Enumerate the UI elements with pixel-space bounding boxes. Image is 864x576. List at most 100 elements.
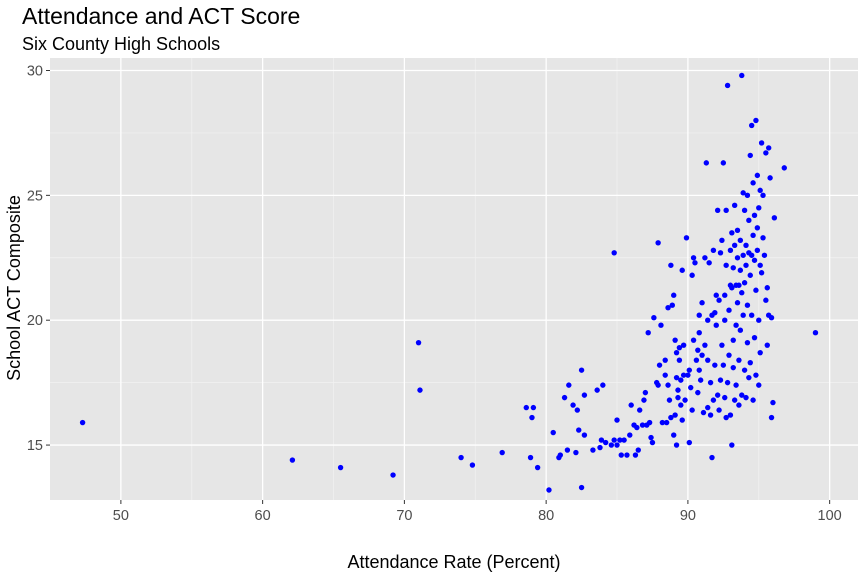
data-point — [415, 339, 422, 346]
data-point — [564, 447, 571, 453]
data-point — [689, 272, 695, 278]
data-point — [690, 255, 697, 261]
data-point — [600, 382, 606, 388]
y-tick-label: 25 — [27, 188, 43, 204]
data-point — [672, 337, 678, 343]
chart-title: Attendance and ACT Score — [22, 3, 300, 29]
data-point — [744, 192, 751, 199]
data-point — [700, 409, 707, 416]
data-point — [731, 202, 738, 209]
data-point — [458, 454, 464, 461]
data-point — [668, 414, 674, 421]
data-point — [651, 315, 657, 321]
data-point — [598, 437, 605, 443]
data-point — [696, 329, 702, 336]
chart-subtitle: Six County High Schools — [22, 34, 220, 54]
data-point — [686, 367, 693, 373]
data-point — [602, 439, 609, 446]
data-point — [614, 442, 620, 448]
data-point — [756, 205, 762, 211]
data-point — [751, 334, 758, 341]
data-point — [716, 297, 722, 303]
data-point — [717, 377, 724, 383]
data-point — [635, 447, 641, 453]
data-point — [712, 310, 718, 316]
data-point — [756, 382, 762, 388]
data-point — [753, 117, 759, 124]
data-point — [570, 402, 576, 408]
data-point — [707, 379, 714, 386]
data-points — [79, 72, 819, 493]
data-point — [665, 305, 671, 311]
data-point — [680, 372, 687, 378]
data-point — [706, 260, 712, 266]
data-point — [683, 235, 690, 241]
data-point — [729, 230, 735, 236]
data-point — [768, 315, 775, 321]
data-point — [714, 392, 721, 398]
data-point — [726, 307, 732, 313]
data-point — [727, 412, 734, 418]
data-point — [668, 262, 674, 268]
data-point — [692, 260, 698, 266]
data-point — [746, 217, 752, 224]
data-point — [739, 72, 745, 79]
data-point — [337, 464, 344, 471]
data-point — [697, 377, 704, 383]
data-point — [673, 374, 680, 381]
data-point — [693, 357, 700, 363]
data-point — [713, 292, 719, 298]
data-point — [743, 242, 749, 248]
data-point — [618, 452, 624, 458]
data-point — [733, 322, 739, 328]
data-point — [655, 240, 661, 246]
data-point — [764, 285, 770, 291]
data-point — [747, 272, 753, 278]
data-point — [682, 397, 688, 403]
data-point — [705, 317, 711, 323]
data-point — [655, 382, 661, 388]
data-point — [699, 352, 705, 358]
data-point — [578, 484, 585, 491]
data-point — [680, 342, 687, 348]
data-point — [590, 447, 596, 453]
y-tick-label: 20 — [27, 313, 43, 329]
data-point — [624, 452, 630, 458]
data-point — [731, 397, 738, 403]
data-point — [707, 412, 714, 418]
data-point — [737, 327, 744, 333]
data-point — [724, 82, 731, 89]
data-point — [546, 487, 552, 493]
data-point — [676, 357, 683, 363]
data-point — [741, 280, 748, 286]
data-point — [534, 464, 541, 471]
data-point — [289, 457, 296, 463]
data-point — [734, 255, 741, 261]
data-point — [812, 329, 819, 336]
x-tick-label: 50 — [113, 508, 129, 524]
data-point — [578, 367, 585, 373]
data-point — [741, 207, 748, 214]
data-point — [695, 389, 701, 396]
data-point — [756, 317, 762, 323]
data-point — [703, 160, 710, 166]
data-point — [743, 394, 749, 401]
data-point — [768, 414, 775, 421]
x-tick-label: 80 — [538, 508, 554, 524]
y-axis-ticks: 15 20 25 30 — [27, 63, 50, 454]
data-point — [748, 122, 755, 129]
data-point — [767, 175, 773, 181]
data-point — [740, 312, 746, 318]
data-point — [611, 250, 617, 256]
x-tick-label: 100 — [818, 508, 842, 524]
data-point — [702, 342, 708, 348]
data-point — [736, 402, 742, 408]
data-point — [662, 357, 668, 363]
data-point — [675, 394, 681, 401]
data-point — [758, 270, 765, 276]
data-point — [763, 297, 769, 303]
data-point — [771, 215, 778, 221]
x-tick-label: 60 — [255, 508, 271, 524]
data-point — [723, 207, 729, 214]
